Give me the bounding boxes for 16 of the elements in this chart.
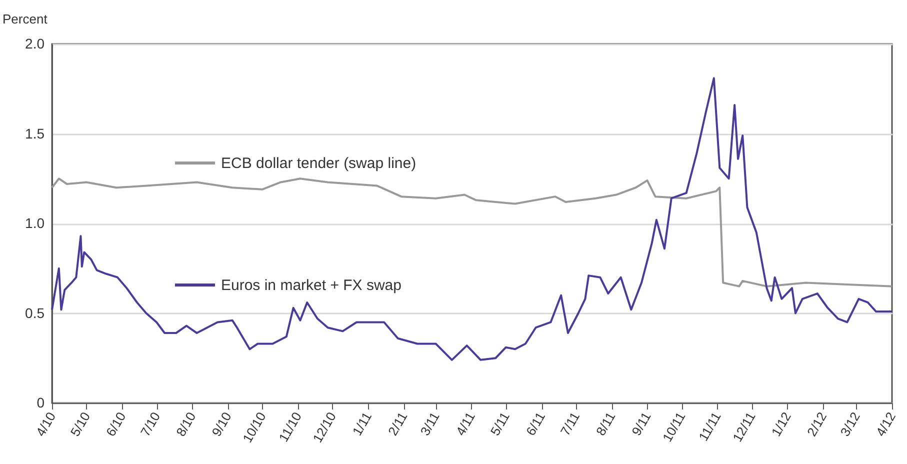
x-tick-label: 8/11 bbox=[593, 410, 618, 438]
y-axis-title: Percent bbox=[2, 12, 48, 26]
x-tick-label: 9/11 bbox=[628, 410, 654, 438]
y-tick-label: 0.5 bbox=[25, 304, 45, 321]
legend-label: Euros in market + FX swap bbox=[221, 277, 402, 294]
x-tick-label: 5/11 bbox=[487, 410, 512, 438]
y-tick-label: 2.0 bbox=[25, 36, 45, 52]
x-tick-label: 3/11 bbox=[417, 410, 442, 438]
y-tick-label: 0 bbox=[36, 394, 45, 410]
y-tick-label: 1.0 bbox=[25, 215, 45, 231]
line-series bbox=[51, 77, 893, 361]
x-tick-label: 4/11 bbox=[452, 410, 478, 438]
legend-label: ECB dollar tender (swap line) bbox=[221, 155, 416, 172]
x-tick-label: 7/11 bbox=[557, 410, 583, 438]
x-tick-label: 6/11 bbox=[522, 410, 548, 438]
y-tick-label: 1.5 bbox=[25, 125, 45, 142]
